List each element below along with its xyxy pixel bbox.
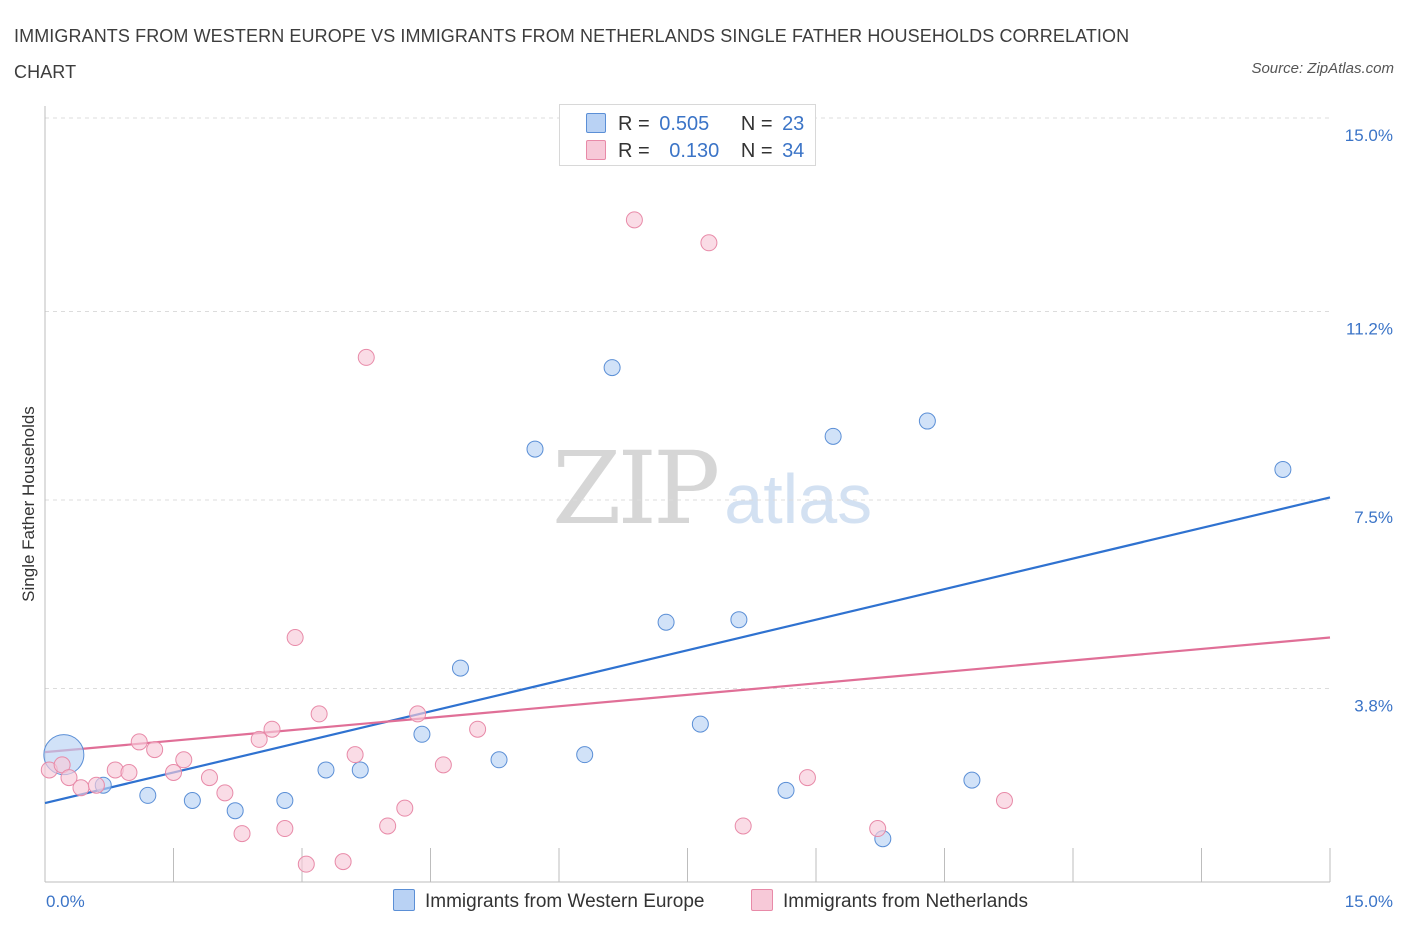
data-point	[297, 855, 315, 873]
series-legend: Immigrants from Western Europe Immigrant…	[0, 889, 1406, 915]
data-point	[175, 751, 193, 769]
data-point	[603, 359, 621, 377]
y-tick-label: 11.2%	[1346, 320, 1393, 339]
trend-line-netherlands	[44, 636, 1331, 754]
series-western-europe	[43, 359, 1292, 848]
data-point	[396, 799, 414, 817]
x-tick-label: 0.0%	[46, 892, 85, 911]
axis-labels: 3.8% 7.5% 11.2% 15.0% 0.0% 15.0% Single Father…	[19, 126, 1393, 911]
data-point	[60, 769, 78, 787]
data-point	[87, 776, 105, 794]
gridlines	[45, 117, 1330, 689]
data-point	[526, 440, 544, 458]
x-tick-label: 15.0%	[1345, 892, 1393, 911]
watermark-atlas: atlas	[724, 460, 873, 538]
legend-swatch-western-europe	[393, 889, 415, 911]
n-value-netherlands: 34	[782, 140, 805, 162]
r-value-western-europe: 0.505	[659, 113, 710, 135]
data-point	[409, 705, 427, 723]
data-point	[183, 792, 201, 810]
r-value-netherlands: 0.130	[669, 140, 720, 162]
y-tick-label: 3.8%	[1354, 696, 1393, 715]
data-point	[233, 825, 251, 843]
legend-item-western-europe[interactable]: Immigrants from Western Europe	[393, 889, 704, 913]
data-point	[250, 730, 268, 748]
watermark: ZIP atlas	[552, 430, 872, 547]
data-point	[918, 412, 936, 430]
data-point	[120, 763, 138, 781]
data-point	[777, 781, 795, 799]
stats-row-western-europe: R = 0.505 N = 23	[586, 113, 804, 139]
data-point	[334, 853, 352, 871]
axes	[44, 106, 1331, 883]
watermark-zip: ZIP	[552, 430, 720, 547]
data-point	[139, 786, 157, 804]
stats-row-netherlands: R = 0.130 N = 34	[586, 140, 804, 166]
data-point	[165, 763, 182, 781]
r-label: R =	[618, 113, 650, 135]
data-point	[995, 792, 1013, 810]
data-point	[216, 784, 234, 802]
data-point	[413, 725, 431, 743]
data-point	[824, 427, 842, 445]
data-point	[469, 720, 487, 738]
data-point	[146, 741, 164, 759]
chart-title: IMMIGRANTS FROM WESTERN EUROPE VS IMMIGR…	[14, 26, 1130, 82]
n-label: N =	[740, 140, 773, 162]
stats-legend: R = 0.505 N = 23 R = 0.130 N = 34	[559, 104, 816, 166]
n-label: N =	[740, 113, 773, 135]
data-point	[869, 820, 887, 838]
data-point	[963, 771, 981, 789]
data-point	[1274, 460, 1292, 478]
y-tick-label: 15.0%	[1345, 126, 1393, 145]
data-point	[734, 817, 752, 835]
data-point	[576, 746, 594, 764]
y-axis-title: Single Father Households	[19, 406, 38, 602]
data-point	[691, 715, 709, 733]
data-point	[72, 779, 90, 797]
legend-label-netherlands: Immigrants from Netherlands	[783, 891, 1028, 912]
data-points	[40, 211, 1292, 873]
data-point	[286, 629, 304, 647]
series-netherlands	[40, 211, 1013, 873]
data-point	[263, 720, 281, 738]
legend-swatch-netherlands	[586, 140, 606, 160]
data-point	[200, 769, 218, 787]
data-point	[379, 817, 397, 835]
r-label: R =	[618, 140, 650, 162]
data-point	[351, 761, 369, 779]
data-point	[730, 611, 748, 629]
y-tick-label: 7.5%	[1354, 508, 1393, 527]
trend-line-western-europe	[44, 496, 1331, 805]
data-point	[310, 705, 328, 723]
n-value-western-europe: 23	[782, 113, 805, 135]
data-point	[625, 211, 643, 229]
data-point	[357, 348, 375, 366]
source-note: Source: ZipAtlas.com	[1251, 60, 1394, 77]
data-point	[276, 820, 294, 838]
data-point	[226, 802, 244, 820]
legend-swatch-western-europe	[586, 113, 606, 133]
data-point	[317, 761, 335, 779]
data-point	[451, 659, 469, 677]
legend-item-netherlands[interactable]: Immigrants from Netherlands	[751, 889, 1028, 913]
data-point	[346, 746, 364, 764]
trend-lines	[44, 496, 1331, 805]
legend-label-western-europe: Immigrants from Western Europe	[425, 891, 705, 912]
data-point	[276, 792, 294, 810]
data-point	[657, 613, 675, 631]
data-point	[434, 756, 452, 774]
data-point	[130, 733, 148, 751]
data-point	[700, 234, 718, 252]
legend-swatch-netherlands	[751, 889, 773, 911]
data-point	[798, 769, 816, 787]
data-point	[490, 751, 508, 769]
